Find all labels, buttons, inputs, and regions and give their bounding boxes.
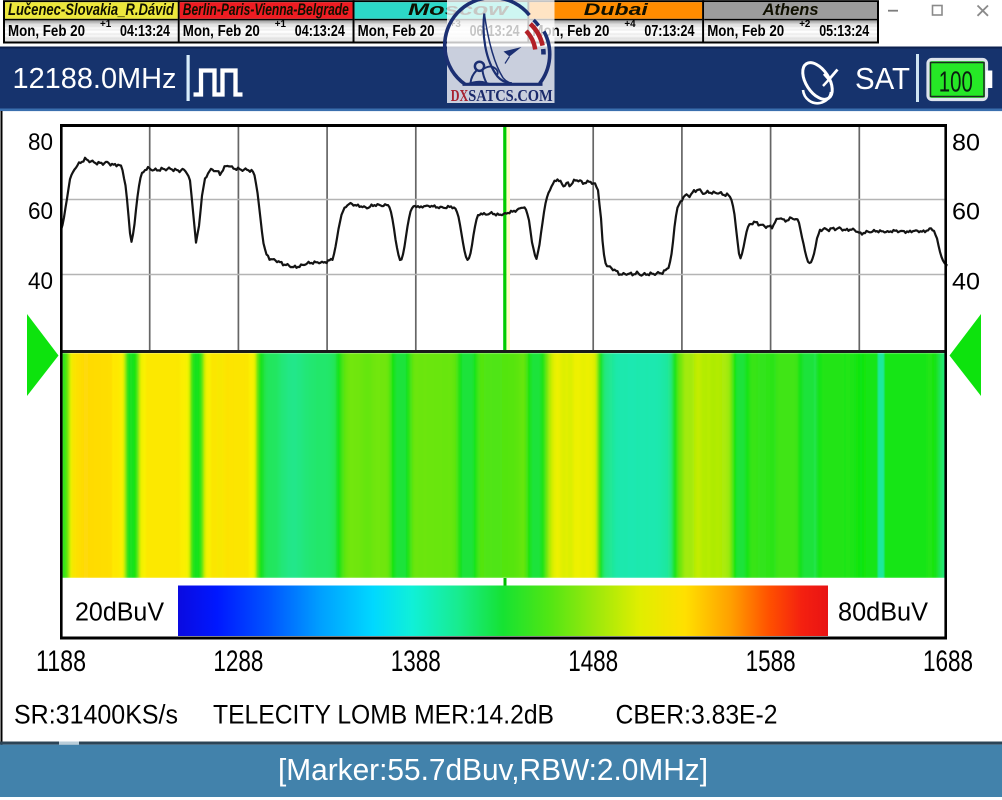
svg-text:+1: +1: [275, 19, 287, 30]
svg-text:+2: +2: [799, 19, 811, 30]
svg-text:Mon, Feb 20: Mon, Feb 20: [183, 23, 260, 40]
svg-text:1488: 1488: [568, 645, 618, 678]
svg-text:04:13:24: 04:13:24: [120, 23, 170, 40]
svg-text:05:13:24: 05:13:24: [819, 23, 869, 40]
svg-text:1188: 1188: [36, 645, 86, 678]
svg-text:Berlin-Paris-Vienna-Belgrade: Berlin-Paris-Vienna-Belgrade: [183, 0, 349, 19]
svg-text:40: 40: [28, 268, 53, 295]
svg-text:100: 100: [939, 66, 973, 98]
svg-text:20dBuV: 20dBuV: [75, 599, 164, 627]
svg-text:80: 80: [952, 130, 980, 157]
svg-text:+1: +1: [100, 19, 112, 30]
svg-text:1588: 1588: [746, 645, 796, 678]
svg-text:SATCS.COM: SATCS.COM: [468, 86, 553, 105]
svg-text:60: 60: [28, 198, 53, 225]
svg-text:07:13:24: 07:13:24: [644, 23, 694, 40]
svg-text:SAT: SAT: [855, 61, 910, 96]
svg-text:CBER:3.83E-2: CBER:3.83E-2: [616, 700, 778, 730]
svg-text:1688: 1688: [923, 645, 973, 678]
svg-text:+4: +4: [624, 19, 636, 30]
svg-text:1388: 1388: [391, 645, 441, 678]
svg-text:60: 60: [952, 199, 980, 226]
svg-text:[Marker:55.7dBuv,RBW:2.0MHz]: [Marker:55.7dBuv,RBW:2.0MHz]: [278, 752, 708, 787]
svg-text:Mon, Feb 20: Mon, Feb 20: [707, 23, 784, 40]
svg-text:SR:31400KS/s: SR:31400KS/s: [14, 700, 178, 730]
svg-text:DX: DX: [451, 86, 469, 105]
svg-text:1288: 1288: [213, 645, 263, 678]
svg-text:40: 40: [952, 269, 980, 296]
svg-text:Dubai: Dubai: [584, 0, 650, 19]
svg-text:12188.0MHz: 12188.0MHz: [13, 63, 177, 95]
svg-text:80: 80: [28, 129, 53, 156]
svg-text:Mon, Feb 20: Mon, Feb 20: [8, 23, 85, 40]
svg-text:80dBuV: 80dBuV: [838, 599, 928, 627]
svg-text:Mon, Feb 20: Mon, Feb 20: [358, 23, 435, 40]
svg-text:TELECITY LOMB MER:14.2dB: TELECITY LOMB MER:14.2dB: [213, 700, 554, 730]
svg-text:Athens: Athens: [762, 0, 819, 19]
svg-text:Lučenec-Slovakia_R.Dávid: Lučenec-Slovakia_R.Dávid: [8, 0, 174, 19]
svg-text:04:13:24: 04:13:24: [295, 23, 345, 40]
